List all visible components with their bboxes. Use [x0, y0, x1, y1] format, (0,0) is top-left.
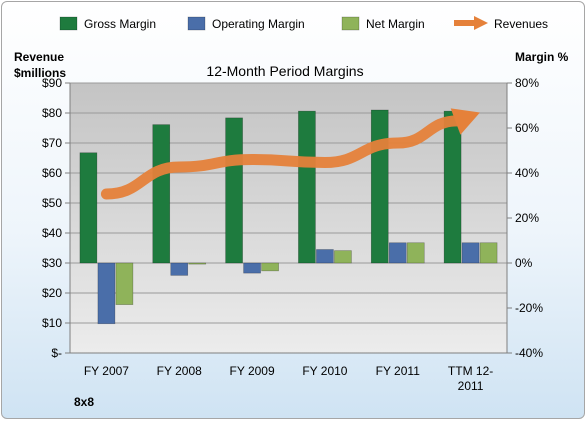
right-tick-label: 60% [515, 121, 539, 135]
bar-gross-margin [225, 117, 243, 264]
gridlines [70, 82, 507, 354]
left-tick-label: $30 [42, 256, 62, 270]
right-tick-label: 40% [515, 166, 539, 180]
bar-operating-margin [316, 249, 334, 264]
left-tick-label: $70 [42, 136, 62, 150]
revenue-arrowhead [450, 108, 480, 135]
revenue-line-path [100, 115, 463, 200]
bar-operating-margin [243, 262, 261, 274]
bar-net-margin [261, 262, 279, 272]
left-axis-label-line2: $millions [14, 66, 66, 80]
left-tick-label: $60 [42, 166, 62, 180]
legend-label: Gross Margin [84, 17, 156, 31]
legend-label: Operating Margin [212, 17, 305, 31]
bar-gross-margin [370, 109, 389, 264]
bar-net-margin [188, 262, 207, 265]
left-tick-label: $50 [42, 196, 62, 210]
left-tick-label: $10 [42, 316, 62, 330]
bar-net-margin [479, 242, 498, 264]
left-tick-label: $80 [42, 106, 62, 120]
right-tick-label: -40% [515, 346, 543, 360]
x-tick-label: 2011 [458, 379, 484, 393]
legend-label: Net Margin [366, 17, 425, 31]
x-tick-label: FY 2011 [376, 364, 421, 378]
chart-frame: $- $10 $20 $30 $40 $50 $60 $70 $80 $90 -40% -20% 0% 2… [1, 1, 585, 419]
left-tick-label: $40 [42, 226, 62, 240]
bar-gross-margin [443, 110, 462, 264]
right-tick-label: -20% [515, 301, 543, 315]
right-tick-label: 80% [515, 76, 539, 90]
left-tick-label: $20 [42, 286, 62, 300]
legend-label: Revenues [494, 17, 548, 31]
right-axis-label: Margin % [515, 50, 569, 64]
x-tick-label: FY 2010 [302, 364, 347, 378]
legend-swatch [59, 16, 78, 31]
chart-title: 12-Month Period Margins [206, 63, 363, 79]
bar-net-margin [115, 262, 134, 305]
bar-net-margin [334, 250, 352, 264]
bar-gross-margin [152, 124, 171, 264]
bar-gross-margin [298, 110, 316, 264]
bar-operating-margin [388, 242, 407, 264]
bar-gross-margin [79, 152, 98, 264]
bar-operating-margin [461, 242, 480, 264]
x-tick-label: TTM 12- [448, 364, 493, 378]
legend-swatch [187, 16, 206, 31]
right-tick-label: 20% [515, 211, 539, 225]
bar-operating-margin [170, 262, 189, 276]
left-axis-label-line1: Revenue [14, 50, 64, 64]
x-tick-label: FY 2009 [230, 364, 275, 378]
company-label: 8x8 [74, 395, 94, 409]
bar-net-margin [406, 242, 425, 264]
left-tick-label: $90 [42, 76, 62, 90]
legend-arrowhead [474, 16, 488, 30]
x-tick-label: FY 2008 [157, 364, 202, 378]
legend: Gross Margin Operating Margin Net Margin Re… [59, 16, 548, 31]
legend-swatch [341, 16, 360, 31]
left-tick-label: $- [51, 346, 62, 360]
right-tick-label: 0% [515, 256, 533, 270]
revenue-line [100, 108, 480, 200]
axes: $- $10 $20 $30 $40 $50 $60 $70 $80 $90 -40% -20% 0% 2… [42, 76, 543, 393]
bar-operating-margin [97, 262, 116, 325]
x-tick-label: FY 2007 [84, 364, 129, 378]
